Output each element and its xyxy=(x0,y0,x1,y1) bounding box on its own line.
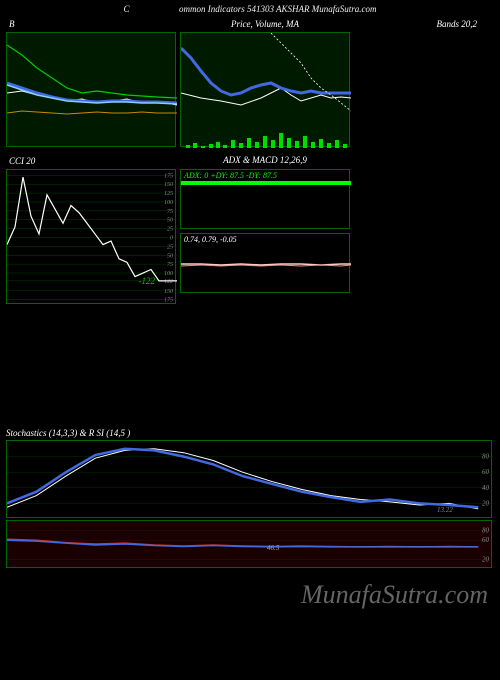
svg-text:40: 40 xyxy=(482,484,490,492)
svg-text:80: 80 xyxy=(482,527,490,535)
page-header: C ommon Indicators 541303 AKSHAR MunafaS… xyxy=(0,0,500,16)
svg-text:50: 50 xyxy=(167,218,173,224)
svg-text:20: 20 xyxy=(482,555,490,563)
cci-title: CCI 20 xyxy=(9,156,35,166)
svg-text:60: 60 xyxy=(482,536,490,544)
bb-title-right: Bands 20,2 xyxy=(437,19,478,29)
bb-title-left: B xyxy=(9,19,15,29)
svg-text:122: 122 xyxy=(164,279,173,285)
header-left: C xyxy=(123,4,129,14)
svg-text:0: 0 xyxy=(170,236,173,242)
header-title: ommon Indicators 541303 AKSHAR MunafaSut… xyxy=(179,4,377,14)
bb-panel: B xyxy=(6,32,176,147)
svg-text:20: 20 xyxy=(482,499,490,507)
row-1: B Price, Volume, MA Bands 20,2 xyxy=(0,30,500,149)
stoch-title: Stochastics (14,3,3) & R SI (14,5 ) xyxy=(6,428,494,438)
stoch-top: 20 40 60 80 13.22 xyxy=(6,440,492,518)
svg-text:75: 75 xyxy=(167,209,173,215)
svg-text:-122: -122 xyxy=(139,276,156,286)
pv-panel: Price, Volume, MA Bands 20,2 xyxy=(180,32,350,147)
stoch-bot-chart: 20 6080 46.5 xyxy=(7,521,493,569)
watermark: MunafaSutra.com xyxy=(301,580,488,610)
row-2: CCI 20 175150125100755025025507510012215… xyxy=(0,167,500,306)
macd-sub: 0.74, 0.79, -0.05 xyxy=(180,233,350,293)
bb-chart xyxy=(7,33,177,148)
spacer xyxy=(0,306,500,426)
svg-text:80: 80 xyxy=(482,453,490,461)
svg-text:150: 150 xyxy=(164,289,173,295)
pv-title: Price, Volume, MA xyxy=(231,19,299,29)
adx-text: ADX: 0 +DY: 87.5 -DY: 87.5 xyxy=(184,171,277,180)
svg-text:100: 100 xyxy=(164,200,173,206)
svg-text:50: 50 xyxy=(167,253,173,259)
svg-text:175: 175 xyxy=(164,298,173,304)
svg-text:75: 75 xyxy=(167,262,173,268)
svg-text:175: 175 xyxy=(164,173,173,179)
svg-text:125: 125 xyxy=(164,191,173,197)
cci-panel: CCI 20 175150125100755025025507510012215… xyxy=(6,169,176,304)
stoch-bot: 20 6080 46.5 xyxy=(6,520,492,568)
adx-sub: ADX: 0 +DY: 87.5 -DY: 87.5 xyxy=(180,169,350,229)
svg-text:60: 60 xyxy=(482,468,490,476)
svg-text:13.22: 13.22 xyxy=(437,506,453,514)
svg-text:150: 150 xyxy=(164,182,173,188)
adx-macd-panel: ADX & MACD 12,26,9 ADX: 0 +DY: 87.5 -DY:… xyxy=(180,169,350,304)
stoch-container: Stochastics (14,3,3) & R SI (14,5 ) 20 40… xyxy=(0,426,500,570)
svg-text:25: 25 xyxy=(167,227,173,233)
svg-text:25: 25 xyxy=(167,244,173,250)
adx-macd-title: ADX & MACD 12,26,9 xyxy=(223,155,307,165)
stoch-top-chart: 20 40 60 80 13.22 xyxy=(7,441,493,519)
macd-text: 0.74, 0.79, -0.05 xyxy=(184,235,237,244)
pv-chart xyxy=(181,33,351,148)
cci-chart: 175 150 125 100 75 50 25 0 25 50 75 100 122 150 175 -12… xyxy=(7,170,177,305)
svg-text:100: 100 xyxy=(164,271,173,277)
svg-text:46.5: 46.5 xyxy=(267,544,280,552)
